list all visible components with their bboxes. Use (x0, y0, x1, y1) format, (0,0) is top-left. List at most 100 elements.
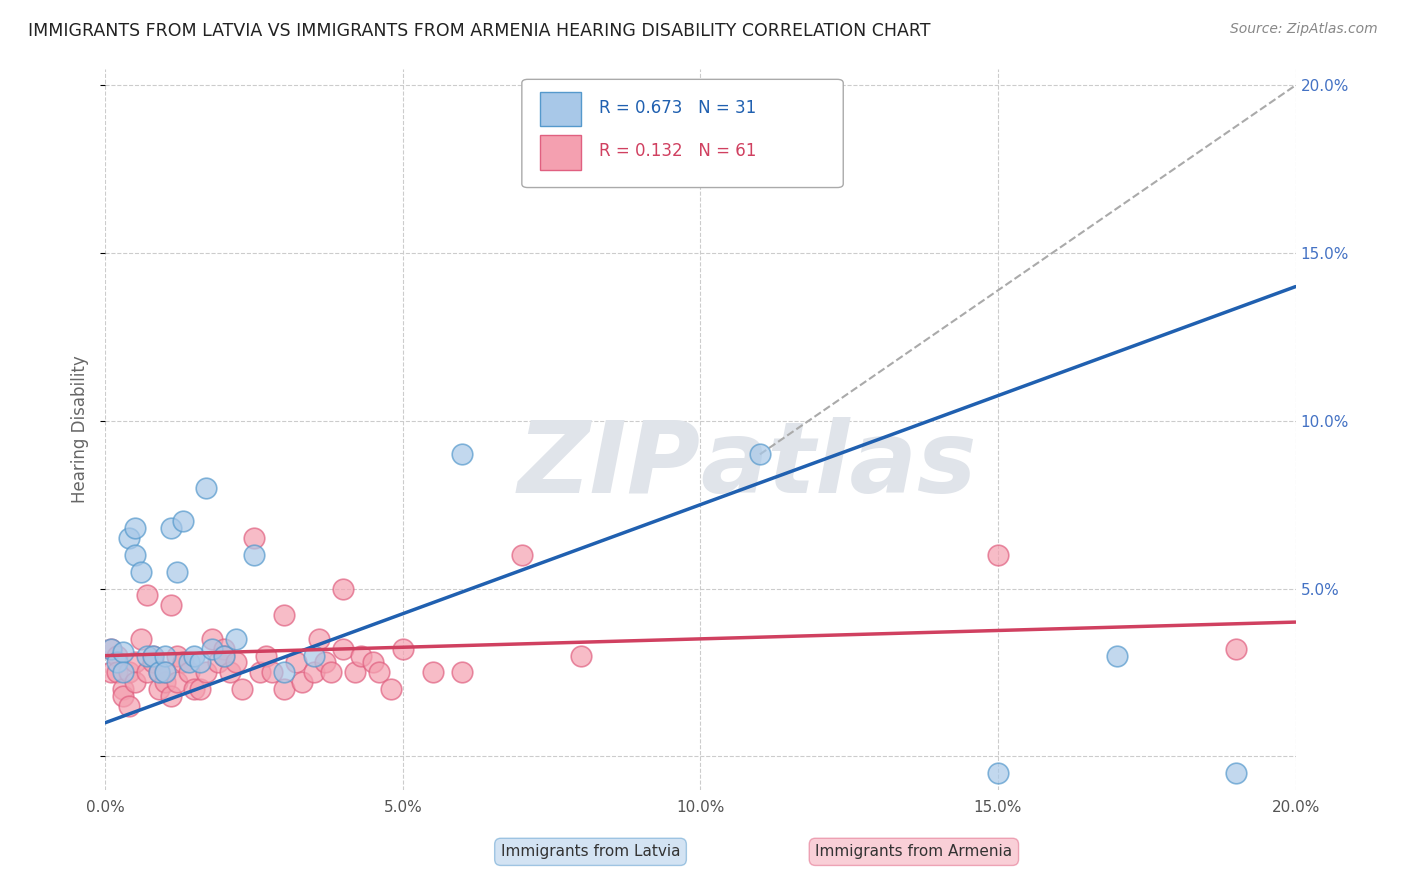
Point (243, 548, 266, 562)
Point (225, 656, 247, 670)
Point (231, 682, 253, 697)
Point (219, 665, 242, 680)
Text: Immigrants from Latvia: Immigrants from Latvia (501, 845, 681, 859)
Point (112, 665, 135, 680)
Point (118, 698, 141, 713)
Point (569, 648, 592, 663)
Point (112, 645, 135, 659)
Bar (540, 92, 581, 127)
Point (451, 665, 474, 680)
Point (153, 648, 176, 663)
Point (284, 656, 307, 670)
Point (195, 665, 218, 680)
Point (172, 656, 194, 670)
Point (124, 656, 146, 670)
Text: atlas: atlas (700, 417, 977, 514)
Text: Immigrants from Armenia: Immigrants from Armenia (815, 845, 1012, 859)
Y-axis label: Hearing Disability: Hearing Disability (72, 355, 89, 503)
Point (344, 665, 367, 680)
Point (987, 548, 1010, 562)
Point (201, 641, 224, 656)
Point (124, 548, 146, 562)
FancyBboxPatch shape (522, 79, 844, 187)
Point (148, 665, 170, 680)
Point (1225, 766, 1247, 780)
Point (148, 665, 170, 680)
Point (302, 665, 325, 680)
Point (135, 648, 157, 663)
Point (212, 641, 235, 656)
Point (314, 656, 336, 670)
Point (391, 641, 413, 656)
Point (118, 665, 141, 680)
Point (166, 565, 188, 579)
Point (100, 641, 122, 656)
Point (350, 648, 373, 663)
Point (166, 675, 188, 690)
Point (105, 665, 128, 680)
Point (153, 665, 176, 680)
Point (273, 682, 295, 697)
Point (159, 599, 181, 613)
Point (142, 648, 165, 663)
Point (987, 766, 1010, 780)
Point (183, 648, 205, 663)
Point (177, 656, 200, 670)
Point (153, 665, 176, 680)
Point (118, 531, 141, 545)
Point (124, 675, 146, 690)
Point (1105, 648, 1128, 663)
Point (195, 481, 218, 495)
Point (368, 665, 391, 680)
Point (291, 675, 314, 690)
Point (129, 565, 152, 579)
Point (321, 665, 343, 680)
Point (135, 665, 157, 680)
Point (332, 582, 354, 596)
Point (166, 648, 188, 663)
Text: Source: ZipAtlas.com: Source: ZipAtlas.com (1230, 22, 1378, 37)
Point (159, 521, 181, 535)
Point (212, 648, 235, 663)
Point (308, 632, 330, 646)
Point (451, 447, 474, 461)
Point (254, 648, 277, 663)
Point (148, 682, 170, 697)
Point (105, 656, 128, 670)
Point (135, 588, 157, 602)
Point (153, 675, 176, 690)
Point (172, 515, 194, 529)
Point (212, 648, 235, 663)
Point (159, 689, 181, 703)
Point (190, 656, 212, 670)
Point (1225, 641, 1247, 656)
Point (380, 682, 402, 697)
Point (332, 641, 354, 656)
Point (177, 665, 200, 680)
Point (225, 632, 247, 646)
Point (112, 682, 135, 697)
Point (273, 665, 295, 680)
Bar (540, 135, 581, 169)
Point (249, 665, 271, 680)
Point (190, 682, 212, 697)
Point (142, 656, 165, 670)
Point (100, 641, 122, 656)
Point (302, 648, 325, 663)
Point (129, 632, 152, 646)
Point (243, 531, 266, 545)
Point (273, 608, 295, 623)
Point (361, 656, 384, 670)
Point (207, 656, 229, 670)
Text: IMMIGRANTS FROM LATVIA VS IMMIGRANTS FROM ARMENIA HEARING DISABILITY CORRELATION: IMMIGRANTS FROM LATVIA VS IMMIGRANTS FRO… (28, 22, 931, 40)
Point (748, 447, 770, 461)
Point (183, 682, 205, 697)
Point (100, 665, 122, 680)
Point (142, 648, 165, 663)
Point (510, 548, 533, 562)
Text: R = 0.132   N = 61: R = 0.132 N = 61 (599, 143, 756, 161)
Point (260, 665, 283, 680)
Text: R = 0.673   N = 31: R = 0.673 N = 31 (599, 99, 756, 117)
Point (105, 648, 128, 663)
Point (422, 665, 444, 680)
